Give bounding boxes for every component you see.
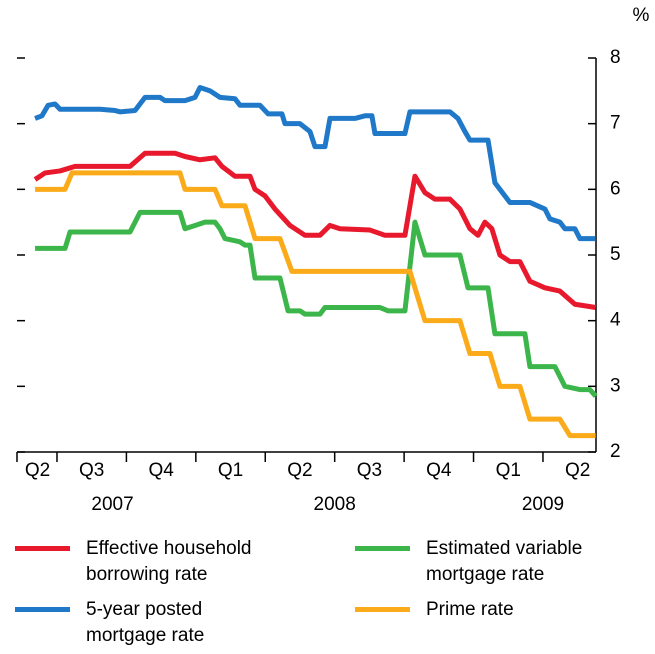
legend-item: Estimated variable mortgage rate	[355, 536, 621, 588]
year-label: 2009	[522, 494, 564, 515]
legend-label: Effective household borrowing rate	[86, 538, 252, 585]
legend-item: 5-year posted mortgage rate	[15, 597, 281, 649]
y-tick-label: 5	[610, 244, 621, 265]
legend-label: Prime rate	[426, 599, 514, 620]
legend-swatch	[15, 607, 70, 612]
x-tick-label: Q3	[357, 460, 382, 481]
legend-swatch	[355, 607, 410, 612]
series-line	[34, 85, 596, 242]
y-tick-label: 6	[610, 178, 621, 199]
y-tick-label: 3	[610, 375, 621, 396]
legend-swatch	[15, 546, 70, 551]
series-line	[35, 209, 598, 398]
series-line	[33, 150, 597, 310]
series-line	[35, 170, 596, 439]
x-tick-label: Q4	[148, 460, 174, 481]
x-tick-label: Q1	[218, 460, 243, 481]
year-label: 2008	[314, 494, 356, 515]
y-tick-label: 4	[610, 310, 621, 331]
x-tick-label: Q2	[25, 460, 50, 481]
x-tick-label: Q2	[565, 460, 590, 481]
legend-item: Prime rate	[355, 597, 621, 623]
legend-label: 5-year posted mortgage rate	[86, 599, 205, 646]
x-tick-label: Q2	[287, 460, 312, 481]
y-tick-label: 7	[610, 113, 621, 134]
y-tick-label: 8	[610, 47, 621, 68]
y-unit: %	[633, 5, 650, 26]
x-tick-label: Q4	[426, 460, 452, 481]
y-tick-label: 2	[610, 441, 621, 462]
legend-label: Estimated variable mortgage rate	[426, 538, 583, 585]
year-label: 2007	[91, 494, 133, 515]
x-tick-label: Q3	[79, 460, 104, 481]
legend-swatch	[355, 546, 410, 551]
legend-item: Effective household borrowing rate	[15, 536, 281, 588]
x-tick-label: Q1	[496, 460, 521, 481]
